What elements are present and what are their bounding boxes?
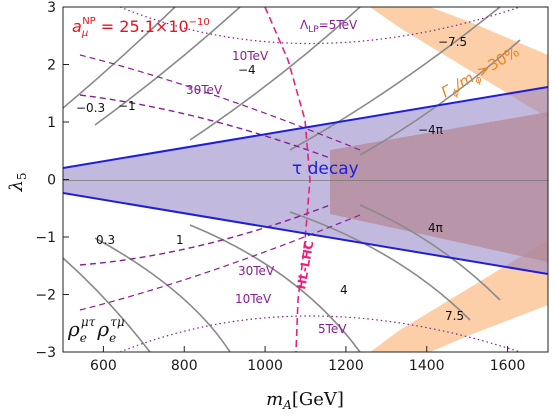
contour-p4pi — [289, 211, 471, 321]
hl-lhc-line — [264, 7, 311, 352]
lp-5tev-upper — [119, 7, 521, 45]
contour-p0.3 — [63, 257, 151, 352]
lp-labels: 10TeV 30TeV 30TeV 10TeV 5TeV — [186, 49, 347, 336]
contour-label: −0.3 — [76, 101, 105, 115]
tau-decay-label: τ decay — [292, 159, 359, 179]
contour-p4 — [189, 224, 361, 352]
contour-label: 0.3 — [96, 233, 115, 247]
contour-label: −7.5 — [438, 35, 467, 49]
plot-area — [63, 7, 548, 352]
contour-label: 7.5 — [445, 309, 464, 323]
anp-annotation: aμNP = 25.1×10−10 — [72, 16, 210, 39]
lp-30tev-lower — [79, 204, 331, 266]
tau-upper-boundary — [63, 86, 548, 169]
lp-5tev-lower — [119, 315, 521, 352]
y-tick-label: −1 — [35, 230, 56, 246]
coupling-label: ρeμτ ρeτμ — [67, 315, 125, 345]
contour-label: 4π — [428, 221, 443, 235]
contour-p7.5 — [359, 204, 501, 301]
y-tick-label: 0 — [47, 173, 56, 189]
overlap-region — [330, 112, 548, 262]
contour-labels: −0.3 −1 −4 −4π −7.5 0.3 1 4 4π 7.5 — [76, 35, 467, 323]
contour-label: 4 — [340, 283, 348, 297]
contour-m1 — [94, 7, 241, 126]
y-tick-label: −3 — [35, 345, 56, 361]
lp-10tev-upper — [79, 54, 361, 151]
x-tick-label: 600 — [90, 358, 117, 374]
x-tick-label: 1000 — [247, 358, 283, 374]
lp-label: 10TeV — [235, 292, 272, 306]
x-tick-label: 800 — [171, 358, 198, 374]
x-axis: 600 800 1000 1200 1400 1600 — [90, 346, 525, 374]
lambda-lp-label: ΛLP=5TeV — [300, 18, 358, 35]
g-contours — [63, 7, 521, 352]
lp-label: 5TeV — [318, 322, 347, 336]
y-tick-label: 2 — [47, 58, 56, 74]
x-axis-label: mA[GeV] — [266, 389, 344, 412]
lp-label: 30TeV — [238, 264, 275, 278]
y-tick-label: −2 — [35, 288, 56, 304]
y-axis: −3 −2 −1 0 1 2 3 — [35, 0, 69, 361]
lp-30tev-upper — [79, 94, 331, 159]
x-tick-label: 1600 — [490, 358, 526, 374]
lp-10tev-lower — [79, 214, 361, 311]
contour-p1 — [94, 237, 231, 352]
contour-m0.3 — [63, 7, 176, 109]
y-tick-label: 3 — [47, 0, 56, 16]
x-tick-label: 1200 — [328, 358, 364, 374]
blue-boundaries — [63, 86, 548, 275]
contour-m4 — [189, 7, 361, 141]
contour-m4pi — [289, 7, 501, 151]
y-axis-label: λ5 — [6, 172, 29, 192]
lp-label: 10TeV — [232, 49, 269, 63]
lp-label: 30TeV — [186, 83, 223, 97]
lp-curves — [79, 7, 521, 352]
contour-m7.5 — [359, 39, 521, 156]
contour-label: 1 — [176, 233, 184, 247]
x-tick-label: 1400 — [409, 358, 445, 374]
y-tick-label: 1 — [47, 115, 56, 131]
tau-lower-boundary — [63, 192, 548, 275]
contour-label: −4π — [418, 123, 443, 137]
contour-label: −4 — [238, 63, 256, 77]
contour-label: −1 — [118, 99, 136, 113]
